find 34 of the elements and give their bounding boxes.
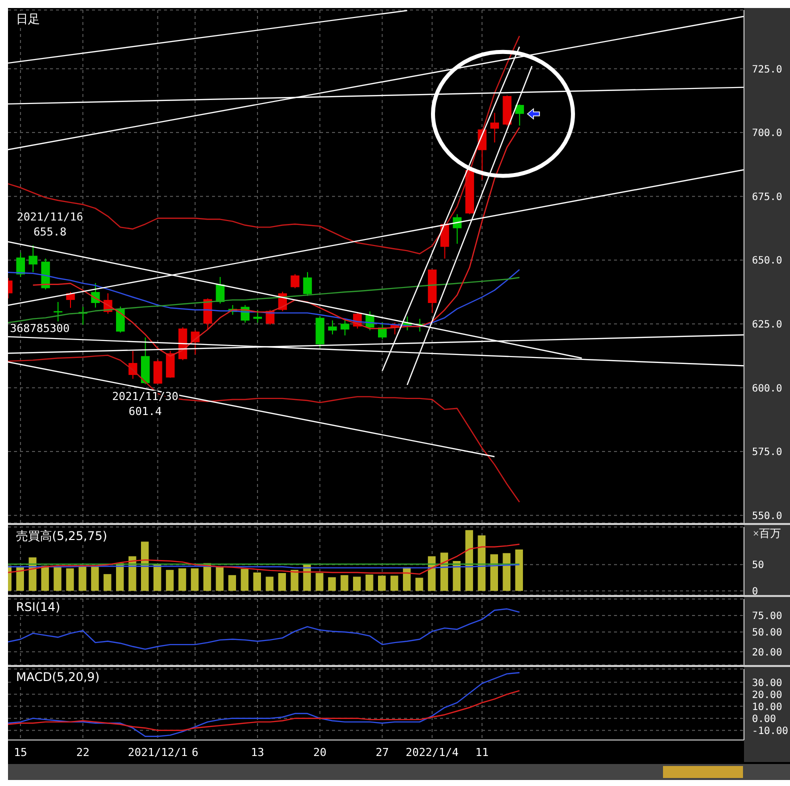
y-tick-label: -10.00 (752, 726, 788, 737)
annotation: 368785300 (10, 322, 70, 336)
y-tick-label: 10.00 (752, 702, 782, 713)
y-tick-label: 50 (752, 560, 764, 572)
y-tick-label: 550.0 (752, 510, 782, 522)
y-tick-label: 700.0 (752, 128, 782, 140)
y-axis-title: ×百万 (752, 528, 782, 540)
y-tick-label: 0.00 (752, 714, 776, 725)
y-tick-label: 575.0 (752, 447, 782, 458)
y-tick-label: 625.0 (752, 319, 782, 330)
x-tick-label: 15 (14, 746, 28, 759)
y-tick-label: 20.00 (752, 647, 782, 658)
x-tick-label: 2021/12/1 (128, 746, 188, 759)
chart-title: MACD(5,20,9) (14, 670, 102, 684)
y-tick-label: 0 (752, 586, 758, 598)
y-tick-label: 650.0 (752, 256, 782, 267)
annotation: 2021/11/16 655.8 (16, 210, 84, 238)
x-tick-label: 6 (192, 746, 198, 759)
x-tick-label: 27 (376, 746, 389, 759)
y-tick-label: 20.00 (752, 690, 782, 701)
y-tick-label: 75.00 (752, 611, 782, 622)
y-tick-label: 675.0 (752, 192, 782, 203)
y-tick-label: 50.00 (752, 628, 782, 639)
chart-title: 日足 (14, 11, 42, 28)
y-tick-label: 600.0 (752, 383, 782, 394)
x-tick-label: 22 (76, 746, 90, 759)
y-tick-label: 725.0 (752, 64, 782, 76)
y-tick-label: 30.00 (752, 678, 782, 689)
x-tick-label: 11 (475, 746, 489, 759)
x-tick-label: 13 (250, 746, 264, 759)
chart-title: 売買高(5,25,75) (14, 528, 110, 545)
x-tick-label: 2022/1/4 (406, 746, 459, 759)
chart-title: RSI(14) (14, 600, 62, 614)
x-tick-label: 20 (313, 746, 326, 759)
